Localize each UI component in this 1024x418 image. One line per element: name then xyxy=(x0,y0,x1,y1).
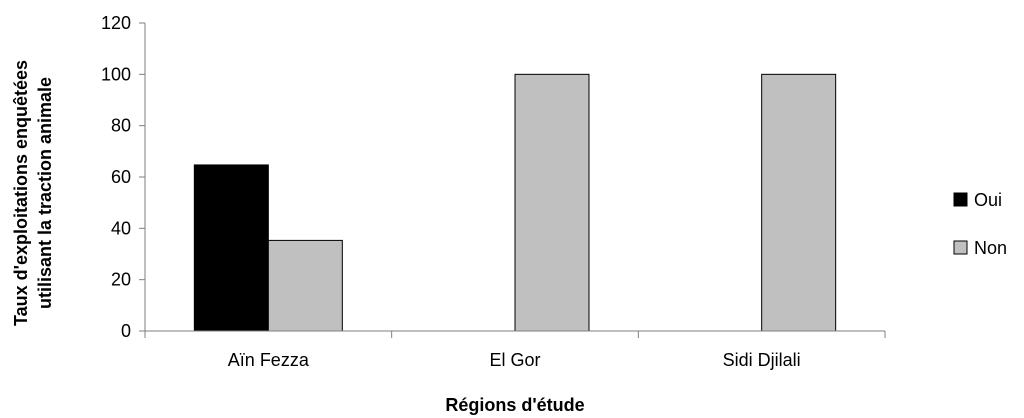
y-tick-label: 80 xyxy=(111,116,131,136)
y-tick-label: 20 xyxy=(111,270,131,290)
bar-non xyxy=(761,73,837,332)
x-tick-label: Sidi Djilali xyxy=(723,350,801,370)
x-axis-title: Régions d'étude xyxy=(445,395,584,415)
legend-swatch-non xyxy=(953,240,968,255)
y-tick-label: 60 xyxy=(111,167,131,187)
y-axis-title-line-1: Taux d'exploitations enquêtées xyxy=(11,60,31,326)
bars-group xyxy=(193,73,837,332)
legend-swatch-oui xyxy=(953,192,968,207)
bar-oui xyxy=(193,164,269,332)
y-tick-label: 120 xyxy=(101,13,131,33)
y-axis-ticks: 0 20 40 60 80 100 120 xyxy=(101,13,145,341)
x-tick-label: El Gor xyxy=(489,350,540,370)
legend-label-non: Non xyxy=(974,238,1007,258)
y-tick-label: 100 xyxy=(101,64,131,84)
x-axis-ticks: Aïn Fezza El Gor Sidi Djilali xyxy=(144,331,886,370)
bar-non xyxy=(267,239,343,332)
legend: Oui Non xyxy=(953,190,1007,258)
bar-non xyxy=(514,73,590,332)
legend-label-oui: Oui xyxy=(974,190,1002,210)
y-tick-label: 40 xyxy=(111,218,131,238)
x-tick-label: Aïn Fezza xyxy=(228,350,310,370)
y-axis-title-line-2: utilisant la traction animale xyxy=(35,77,55,309)
y-tick-label: 0 xyxy=(121,321,131,341)
